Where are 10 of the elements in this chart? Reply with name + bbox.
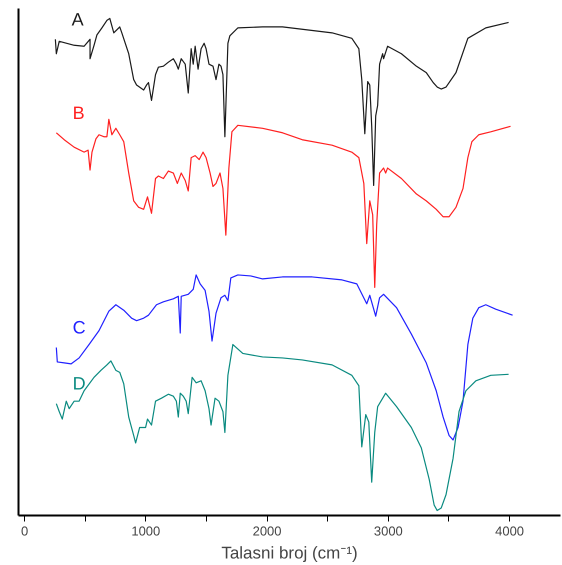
- series-label: A: [72, 9, 84, 30]
- x-tick-label: 1000: [131, 524, 160, 538]
- x-axis-title: Talasni broj (cm⁻¹): [221, 544, 358, 562]
- x-tick-label: 4000: [495, 524, 524, 538]
- series-label: D: [72, 374, 86, 394]
- series-label: C: [72, 318, 86, 338]
- x-tick-label: 0: [20, 524, 28, 538]
- x-tick-label: 2000: [252, 524, 282, 538]
- series-label: B: [72, 102, 85, 123]
- x-tick-label: 3000: [374, 524, 403, 538]
